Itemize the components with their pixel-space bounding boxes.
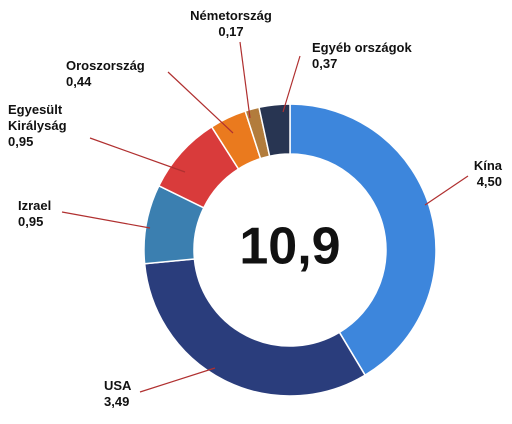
slice-label: USA 3,49 bbox=[104, 378, 164, 410]
slice-label: Izrael 0,95 bbox=[18, 198, 78, 230]
leader-line bbox=[424, 175, 469, 206]
category-label: Kína bbox=[473, 158, 502, 173]
leader-line bbox=[61, 211, 151, 229]
leader-line bbox=[239, 41, 251, 119]
category-label: Egyesült Királyság bbox=[8, 102, 67, 133]
category-label: Izrael bbox=[18, 198, 52, 213]
value-label: 0,95 bbox=[8, 134, 34, 149]
slice-label: Egyéb országok 0,37 bbox=[312, 40, 462, 72]
slice-label: Egyesült Királyság 0,95 bbox=[8, 102, 93, 150]
slice bbox=[143, 258, 367, 397]
slice bbox=[289, 103, 437, 377]
slice bbox=[258, 103, 291, 158]
value-label: 0,17 bbox=[218, 24, 244, 39]
category-label: Oroszország bbox=[66, 58, 145, 73]
slice-label: Oroszország 0,44 bbox=[66, 58, 166, 90]
category-label: USA bbox=[104, 378, 132, 393]
category-label: Németország bbox=[190, 8, 272, 23]
center-text: 10,9 bbox=[239, 218, 340, 276]
leader-line bbox=[167, 71, 234, 134]
value-label: 0,95 bbox=[18, 214, 44, 229]
leader-line bbox=[282, 55, 301, 113]
value-label: 0,44 bbox=[66, 74, 92, 89]
category-label: Egyéb országok bbox=[312, 40, 412, 55]
slice-label: Kína 4,50 bbox=[440, 158, 502, 190]
value-label: 3,49 bbox=[104, 394, 130, 409]
value-label: 4,50 bbox=[476, 174, 502, 189]
value-label: 0,37 bbox=[312, 56, 338, 71]
leader-line bbox=[89, 137, 186, 173]
slice-label: Németország 0,17 bbox=[176, 8, 286, 40]
leader-line bbox=[139, 367, 216, 393]
